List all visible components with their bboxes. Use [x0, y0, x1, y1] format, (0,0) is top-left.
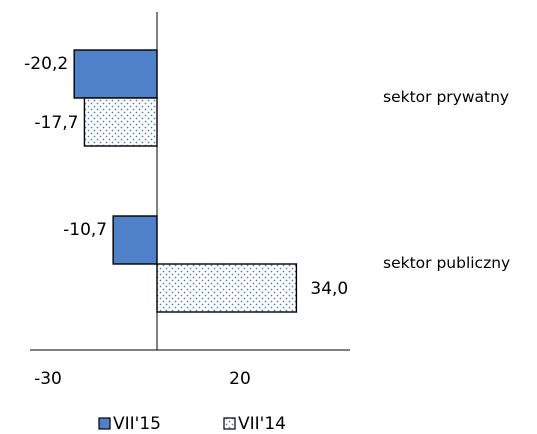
legend-swatch: [223, 417, 236, 430]
legend-swatch: [98, 417, 111, 430]
category-label: sektor publiczny: [383, 254, 510, 272]
category-label: sektor prywatny: [383, 88, 509, 106]
data-label: -17,7: [34, 113, 78, 133]
data-label: -10,7: [63, 220, 107, 240]
x-tick-label: -30: [34, 369, 62, 389]
x-tick-label: 20: [229, 369, 251, 389]
data-label: 34,0: [310, 279, 348, 299]
plot-area: -30 20 -20,2 -17,7 sektor prywatny -10,7 34,0 s…: [24, 12, 510, 389]
bar-vii14: [83, 97, 158, 147]
legend: VII'15 VII'14: [98, 414, 286, 434]
legend-label: VII'15: [113, 414, 161, 434]
data-label: -20,2: [24, 54, 68, 74]
bar-vii15: [112, 215, 158, 265]
bar-vii14: [156, 263, 298, 313]
bar-vii15: [73, 49, 158, 99]
legend-label: VII'14: [238, 414, 286, 434]
